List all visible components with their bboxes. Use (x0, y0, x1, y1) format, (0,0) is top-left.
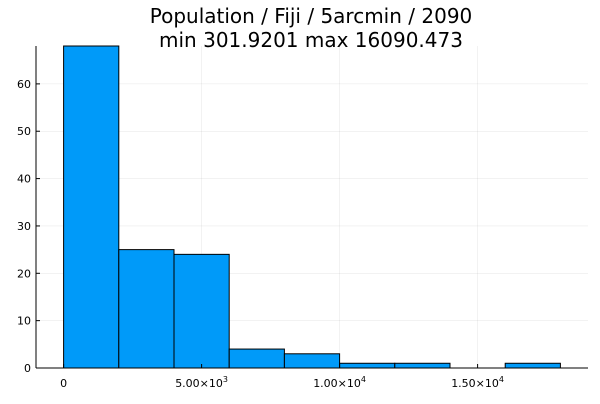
y-tick-label: 60 (17, 78, 31, 91)
histogram-bar (173, 253, 230, 369)
x-tick-label: 1.00×104 (313, 375, 366, 390)
x-axis-ticks: 0 5.00×103 1.00×104 1.50×104 (60, 364, 504, 390)
histogram-bars (63, 45, 561, 369)
histogram-bar (228, 348, 285, 369)
histogram-bar (283, 353, 341, 369)
histogram-bar (504, 362, 561, 369)
y-tick-label: 0 (24, 362, 31, 375)
y-tick-label: 50 (17, 125, 31, 138)
y-tick-label: 10 (17, 315, 31, 328)
x-tick-label: 5.00×103 (175, 375, 228, 390)
x-tick-label: 1.50×104 (451, 375, 504, 390)
chart-title-line1: Population / Fiji / 5arcmin / 2090 (150, 4, 473, 28)
chart-title-line2: min 301.9201 max 16090.473 (159, 28, 463, 52)
histogram-bar (118, 249, 175, 369)
axes (35, 46, 588, 369)
x-tick-label: 0 (60, 377, 67, 390)
histogram-bar (63, 45, 120, 369)
y-tick-label: 30 (17, 220, 31, 233)
histogram-bar (339, 362, 396, 369)
y-tick-label: 40 (17, 173, 31, 186)
y-axis-ticks: 0 10 20 30 40 50 60 (17, 78, 40, 375)
y-tick-label: 20 (17, 267, 31, 280)
histogram-bar (394, 362, 451, 369)
